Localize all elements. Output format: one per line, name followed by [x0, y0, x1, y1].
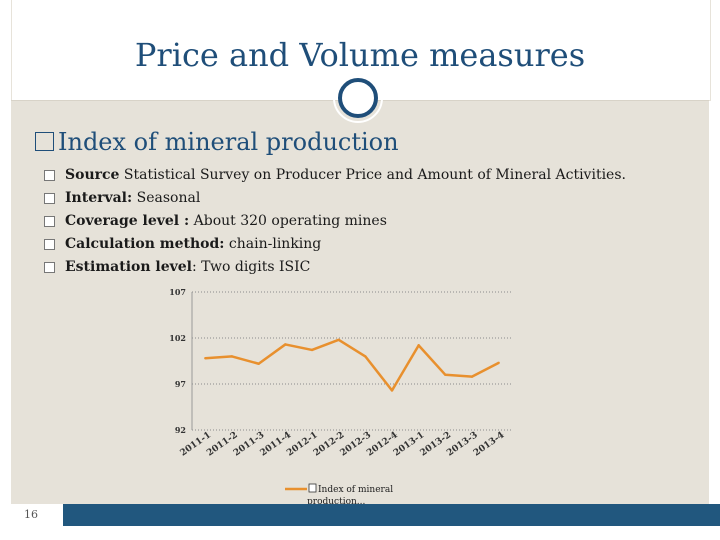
data-point	[310, 348, 314, 352]
bullet-text: : Two digits ISIC	[191, 259, 311, 275]
data-point	[470, 375, 474, 378]
legend-label: Index of mineral	[318, 485, 393, 495]
data-point	[337, 338, 340, 342]
bullet-label: Interval:	[65, 190, 133, 206]
bullet-square-icon	[44, 239, 55, 250]
data-point	[284, 343, 287, 346]
legend-box-icon	[308, 483, 317, 493]
content-area	[11, 100, 709, 504]
bullet-text: About 320 operating mines	[189, 213, 387, 229]
bullet-label: Coverage level :	[65, 213, 190, 229]
x-tick-label: 2013-4	[472, 430, 506, 458]
decorative-circle-icon	[333, 73, 383, 123]
section-heading-text: Index of mineral production	[58, 128, 399, 156]
y-tick-label: 102	[169, 333, 186, 343]
y-tick-label: 107	[169, 287, 186, 297]
footer-bar	[0, 504, 720, 526]
bullet-square-icon	[44, 193, 55, 204]
footer-corner	[0, 504, 63, 526]
bullet-item: Interval: Seasonal	[44, 187, 626, 210]
bullet-item: Estimation level: Two digits ISIC	[44, 256, 626, 279]
data-point	[204, 357, 207, 360]
bullet-square-icon	[44, 216, 55, 227]
data-point	[230, 355, 234, 358]
bullet-text: Statistical Survey on Producer Price and…	[119, 167, 626, 183]
bullet-text: chain-linking	[224, 236, 322, 252]
bullet-text: Seasonal	[132, 190, 201, 206]
section-heading: Index of mineral production	[35, 128, 399, 156]
bullet-label: Source	[65, 167, 120, 183]
bullet-box-icon	[35, 132, 54, 151]
series-line	[205, 338, 500, 392]
data-point	[390, 389, 394, 392]
page-number: 16	[24, 508, 38, 521]
legend-label: production...	[307, 497, 366, 507]
bullet-label: Calculation method:	[65, 236, 225, 252]
data-point	[417, 344, 420, 347]
y-tick-label: 97	[175, 379, 186, 389]
bullet-label: Estimation level	[65, 259, 192, 275]
data-point	[364, 355, 367, 358]
line-chart: 10710297922011-12011-22011-32011-42012-1…	[169, 287, 512, 507]
bullet-list: Source Statistical Survey on Producer Pr…	[44, 164, 626, 279]
y-tick-label: 92	[175, 425, 186, 435]
bullet-square-icon	[44, 170, 55, 181]
slide-title: Price and Volume measures	[134, 36, 586, 74]
bullet-square-icon	[44, 262, 55, 273]
bullet-item: Coverage level : About 320 operating min…	[44, 210, 626, 233]
data-point	[257, 362, 260, 365]
bullet-item: Source Statistical Survey on Producer Pr…	[44, 164, 626, 187]
data-point	[497, 361, 500, 365]
bullet-item: Calculation method: chain-linking	[44, 233, 626, 256]
data-point	[444, 373, 447, 376]
